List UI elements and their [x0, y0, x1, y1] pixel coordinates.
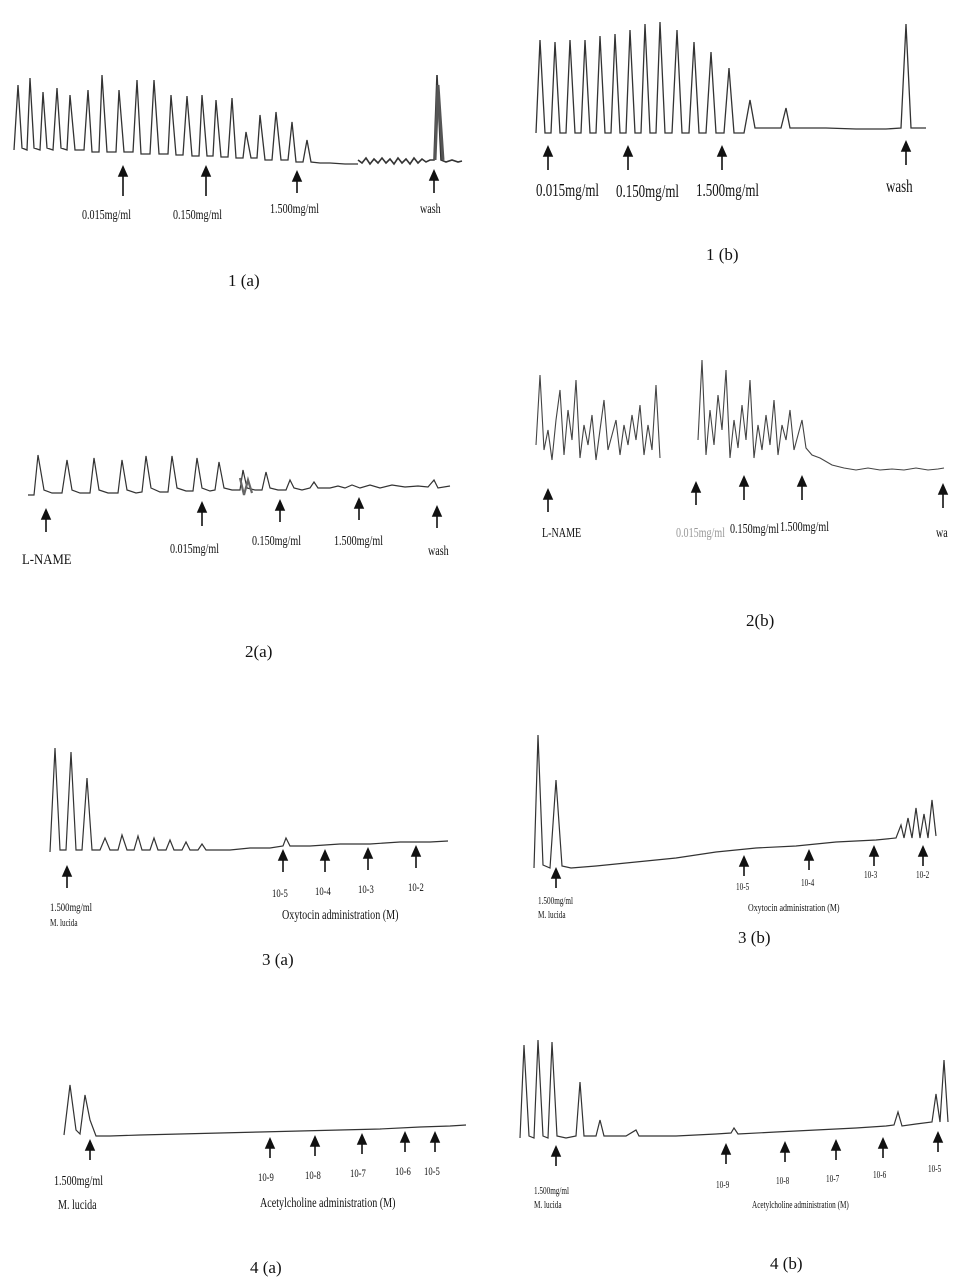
panel-3a: 1.500mg/ml M. lucida 10-5 10-4 10-3 10-2… — [0, 690, 476, 990]
label-4b-conc-1: 10-9 — [716, 1180, 730, 1191]
label-4a-conc-4: 10-6 — [395, 1164, 411, 1178]
label-2b-lname: L-NAME — [542, 526, 582, 541]
label-1b-wash: wash — [886, 176, 913, 196]
trace-2b — [535, 359, 949, 512]
trace-2a — [28, 454, 451, 532]
panel-3b: 1.500mg/ml M. lucida 10-5 10-4 10-3 10-2… — [476, 690, 953, 990]
label-2a-dose-2: 0.150mg/ml — [252, 534, 302, 549]
label-4b-conc-5: 10-5 — [928, 1164, 942, 1175]
label-2b-dose-1: 0.015mg/ml — [676, 526, 726, 541]
label-3b-oxytocin: Oxytocin administration (M) — [748, 902, 840, 914]
caption-2b: 2(b) — [746, 611, 775, 630]
label-3b-conc-1: 10-5 — [736, 882, 750, 893]
label-4b-conc-3: 10-7 — [826, 1174, 840, 1185]
label-3a-extract: M. lucida — [50, 918, 78, 929]
label-4a-conc-1: 10-9 — [258, 1170, 274, 1184]
panel-4b: 1.500mg/ml M. lucida 10-9 10-8 10-7 10-6… — [476, 1010, 953, 1281]
caption-3a: 3 (a) — [262, 950, 294, 969]
label-4b-extract: M. lucida — [534, 1200, 562, 1211]
panel-2b: L-NAME 0.015mg/ml 0.150mg/ml 1.500mg/ml … — [476, 330, 953, 670]
label-2a-lname: L-NAME — [22, 552, 72, 568]
label-4a-dose: 1.500mg/ml — [54, 1174, 104, 1189]
trace-4b — [519, 1039, 949, 1166]
label-1a-wash: wash — [420, 202, 441, 217]
label-2b-wash: wa — [936, 526, 948, 541]
caption-4a: 4 (a) — [250, 1258, 282, 1277]
label-1a-dose-1: 0.015mg/ml — [82, 208, 132, 223]
label-3a-oxytocin: Oxytocin administration (M) — [282, 908, 399, 923]
label-4b-conc-4: 10-6 — [873, 1170, 887, 1181]
label-2a-dose-3: 1.500mg/ml — [334, 534, 384, 549]
label-4a-extract: M. lucida — [58, 1198, 97, 1213]
caption-3b: 3 (b) — [738, 928, 771, 947]
caption-1b: 1 (b) — [706, 245, 739, 264]
panel-4a: 1.500mg/ml M. lucida 10-9 10-8 10-7 10-6… — [0, 1010, 476, 1281]
trace-1a — [13, 74, 463, 196]
label-1a-dose-3: 1.500mg/ml — [270, 202, 320, 217]
label-2a-dose-1: 0.015mg/ml — [170, 542, 220, 557]
label-4a-conc-2: 10-8 — [305, 1168, 321, 1182]
label-4a-conc-5: 10-5 — [424, 1164, 440, 1178]
label-2b-dose-2: 0.150mg/ml — [730, 522, 780, 537]
label-4b-acetylcholine: Acetylcholine administration (M) — [752, 1200, 849, 1211]
label-3b-conc-2: 10-4 — [801, 878, 815, 889]
label-3b-conc-3: 10-3 — [864, 870, 878, 881]
trace-3a — [49, 747, 449, 888]
label-3b-dose: 1.500mg/ml — [538, 896, 574, 907]
label-4a-conc-3: 10-7 — [350, 1166, 366, 1180]
label-3a-dose: 1.500mg/ml — [50, 900, 93, 914]
panel-1b: 0.015mg/ml 0.150mg/ml 1.500mg/ml wash 1 … — [476, 0, 953, 300]
label-4b-conc-2: 10-8 — [776, 1176, 790, 1187]
label-3b-extract: M. lucida — [538, 910, 566, 921]
label-1b-dose-1: 0.015mg/ml — [536, 180, 600, 200]
label-3a-conc-4: 10-2 — [408, 880, 424, 894]
label-3b-conc-4: 10-2 — [916, 870, 930, 881]
trace-1b — [535, 21, 926, 170]
label-2a-wash: wash — [428, 544, 449, 559]
trace-4a — [63, 1084, 467, 1160]
caption-1a: 1 (a) — [228, 271, 260, 290]
label-3a-conc-3: 10-3 — [358, 882, 374, 896]
label-4b-dose: 1.500mg/ml — [534, 1186, 570, 1197]
label-3a-conc-1: 10-5 — [272, 886, 288, 900]
trace-3b — [533, 734, 937, 888]
label-1b-dose-2: 0.150mg/ml — [616, 181, 680, 201]
caption-4b: 4 (b) — [770, 1254, 803, 1273]
caption-2a: 2(a) — [245, 642, 273, 661]
panel-2a: L-NAME 0.015mg/ml 0.150mg/ml 1.500mg/ml … — [0, 330, 476, 670]
label-4a-acetylcholine: Acetylcholine administration (M) — [260, 1196, 396, 1211]
label-2b-dose-3: 1.500mg/ml — [780, 520, 830, 535]
panel-1a: 0.015mg/ml 0.150mg/ml 1.500mg/ml wash 1 … — [0, 0, 476, 300]
label-1b-dose-3: 1.500mg/ml — [696, 180, 760, 200]
label-3a-conc-2: 10-4 — [315, 884, 331, 898]
label-1a-dose-2: 0.150mg/ml — [173, 208, 223, 223]
